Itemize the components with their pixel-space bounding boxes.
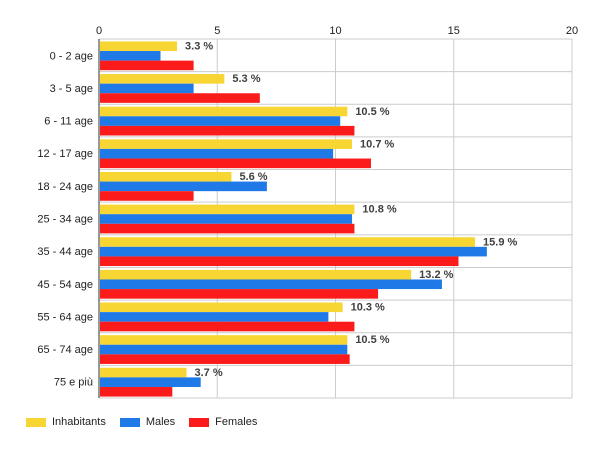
bar-inhabitants [100, 335, 348, 345]
bar-females [100, 289, 379, 299]
bar-males [100, 83, 194, 94]
bar-inhabitants [100, 74, 225, 84]
data-label: 13.2 % [419, 269, 453, 281]
bar-females [100, 125, 355, 136]
category-label: 18 - 24 age [37, 181, 93, 193]
category-label: 12 - 17 age [37, 148, 93, 160]
category-label: 65 - 74 age [37, 344, 93, 356]
category-label: 25 - 34 age [37, 214, 93, 226]
data-label: 10.5 % [355, 334, 389, 346]
bar-inhabitants [100, 237, 476, 247]
data-labels: 3.3 % 5.3 % 10.5 % 10.7 % 5.6 % 10.8 % 15.9 % 1… [185, 41, 517, 379]
x-tick-label: 5 [214, 25, 220, 37]
bar-males [100, 214, 353, 224]
data-label: 10.5 % [355, 106, 389, 118]
category-label: 75 e più [54, 377, 93, 389]
legend: Inhabitants Males Females [26, 416, 271, 428]
legend-item-males: Males [119, 416, 176, 428]
bar-inhabitants [100, 367, 187, 378]
data-label: 15.9 % [483, 236, 517, 248]
bar-males [100, 116, 341, 126]
x-tick-label: 20 [566, 25, 578, 37]
data-label: 5.3 % [232, 73, 260, 85]
x-axis-ticks: 0 5 10 15 20 [96, 25, 578, 37]
data-label: 10.7 % [360, 138, 394, 150]
bar-inhabitants [100, 139, 353, 149]
bar-inhabitants [100, 302, 343, 313]
bar-males [100, 246, 487, 257]
data-label: 10.8 % [362, 204, 396, 216]
legend-item-inhabitants: Inhabitants [26, 416, 106, 428]
category-label: 35 - 44 age [37, 246, 93, 258]
bars [100, 41, 487, 397]
x-tick-label: 0 [96, 25, 102, 37]
x-tick-label: 15 [448, 25, 460, 37]
bar-females [100, 60, 194, 71]
legend-swatch-females [189, 417, 210, 427]
bar-inhabitants [100, 269, 412, 280]
bar-females [100, 223, 355, 234]
bar-females [100, 256, 459, 267]
data-label: 10.3 % [351, 302, 385, 314]
bar-inhabitants [100, 204, 355, 215]
data-label: 3.3 % [185, 41, 213, 53]
bar-females [100, 158, 371, 169]
legend-label-females: Females [215, 416, 258, 428]
data-label: 5.6 % [239, 171, 267, 183]
bar-females [100, 93, 260, 103]
legend-swatch-males [119, 417, 140, 427]
category-label: 45 - 54 age [37, 279, 93, 291]
category-label: 0 - 2 age [50, 50, 93, 62]
bar-males [100, 148, 334, 159]
bar-inhabitants [100, 41, 178, 52]
bar-males [100, 344, 348, 355]
bar-females [100, 321, 355, 332]
bar-inhabitants [100, 171, 232, 182]
category-label: 6 - 11 age [44, 116, 93, 128]
bar-females [100, 191, 194, 201]
legend-item-females: Females [189, 416, 257, 428]
legend-label-inhabitants: Inhabitants [52, 416, 106, 428]
bar-males [100, 181, 267, 192]
bar-females [100, 386, 173, 397]
x-tick-label: 10 [329, 25, 341, 37]
bar-inhabitants [100, 106, 348, 117]
data-label: 3.7 % [195, 367, 223, 379]
bar-females [100, 354, 350, 364]
category-label: 3 - 5 age [50, 83, 93, 95]
legend-swatch-inhabitants [26, 417, 46, 427]
bar-males [100, 279, 442, 290]
bar-males [100, 51, 161, 61]
bar-males [100, 312, 329, 322]
category-label: 55 - 64 age [37, 311, 93, 323]
bar-males [100, 377, 201, 387]
legend-label-males: Males [145, 416, 176, 428]
category-labels: 0 - 2 age 3 - 5 age 6 - 11 age 12 - 17 age 1… [37, 50, 93, 388]
